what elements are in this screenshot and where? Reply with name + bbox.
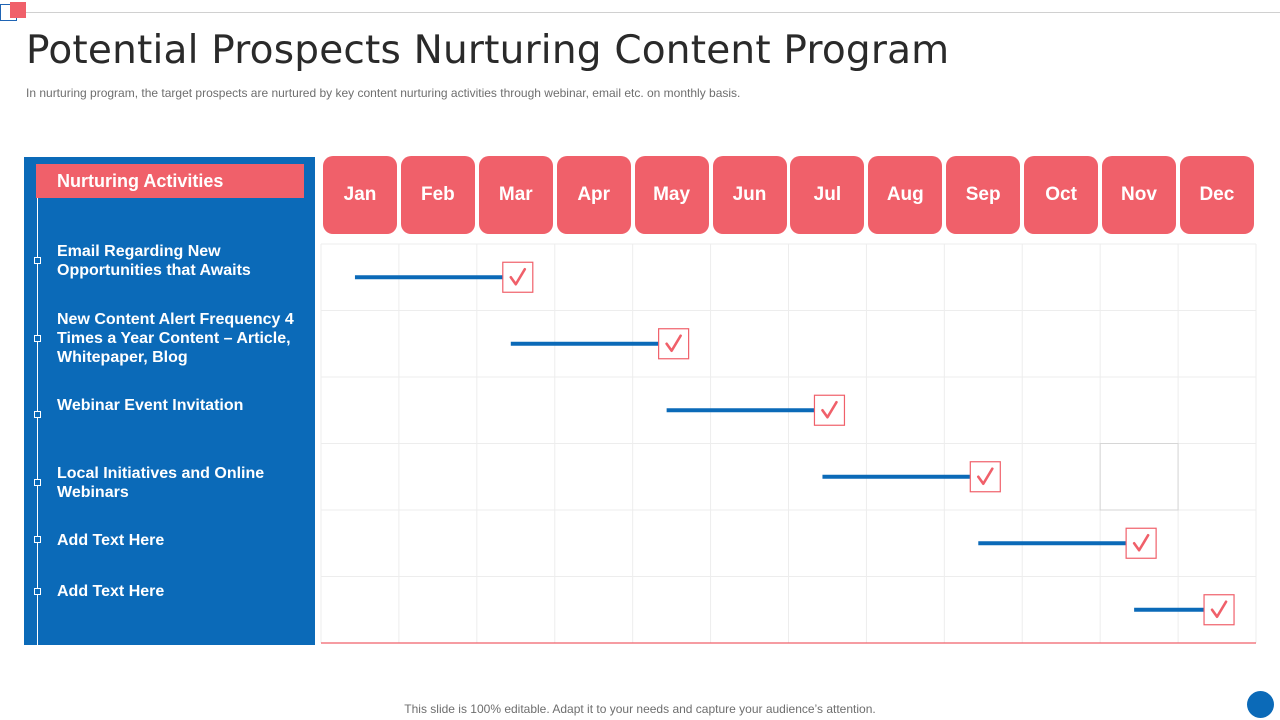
- month-header: Jul: [790, 156, 865, 234]
- check-mark-icon: [1203, 594, 1235, 626]
- month-header: Dec: [1179, 156, 1254, 234]
- corner-accent-square: [10, 2, 26, 18]
- activity-label: Add Text Here: [57, 532, 165, 549]
- activity-label: Add Text Here: [57, 583, 165, 600]
- activity-bullet: [34, 479, 41, 486]
- activity-label: Webinar Event Invitation: [57, 397, 244, 414]
- check-mark-icon: [502, 261, 534, 293]
- activity-bullet: [34, 411, 41, 418]
- month-header: Aug: [868, 156, 943, 234]
- activity-bullet: [34, 335, 41, 342]
- footer-dot: [1247, 691, 1274, 718]
- highlighted-cell: [1099, 443, 1179, 511]
- month-header: Oct: [1024, 156, 1099, 234]
- footer-note: This slide is 100% editable. Adapt it to…: [404, 702, 876, 716]
- slide-subtitle: In nurturing program, the target prospec…: [26, 86, 741, 100]
- activities-panel: [24, 157, 315, 645]
- month-header: Feb: [400, 156, 475, 234]
- month-header: Jun: [712, 156, 787, 234]
- activity-bullet: [34, 536, 41, 543]
- month-header: Sep: [946, 156, 1021, 234]
- check-mark-icon: [969, 461, 1001, 493]
- month-header: Mar: [478, 156, 553, 234]
- activity-label: Email Regarding New Opportunities that A…: [57, 243, 251, 279]
- activities-panel-line: [37, 198, 38, 645]
- activity-label: Local Initiatives and Online Webinars: [57, 465, 265, 501]
- month-header: Nov: [1102, 156, 1176, 234]
- check-mark-icon: [658, 328, 690, 360]
- activity-label: New Content Alert Frequency 4 Times a Ye…: [57, 311, 294, 366]
- activity-bullet: [34, 257, 41, 264]
- activities-panel-header: Nurturing Activities: [36, 164, 304, 198]
- month-header: May: [634, 156, 709, 234]
- month-header: Jan: [323, 156, 397, 234]
- slide-title: Potential Prospects Nurturing Content Pr…: [26, 28, 950, 73]
- check-mark-icon: [813, 394, 846, 426]
- month-header: Apr: [556, 156, 631, 234]
- activity-bullet: [34, 588, 41, 595]
- top-divider: [26, 12, 1280, 13]
- check-mark-icon: [1125, 527, 1157, 559]
